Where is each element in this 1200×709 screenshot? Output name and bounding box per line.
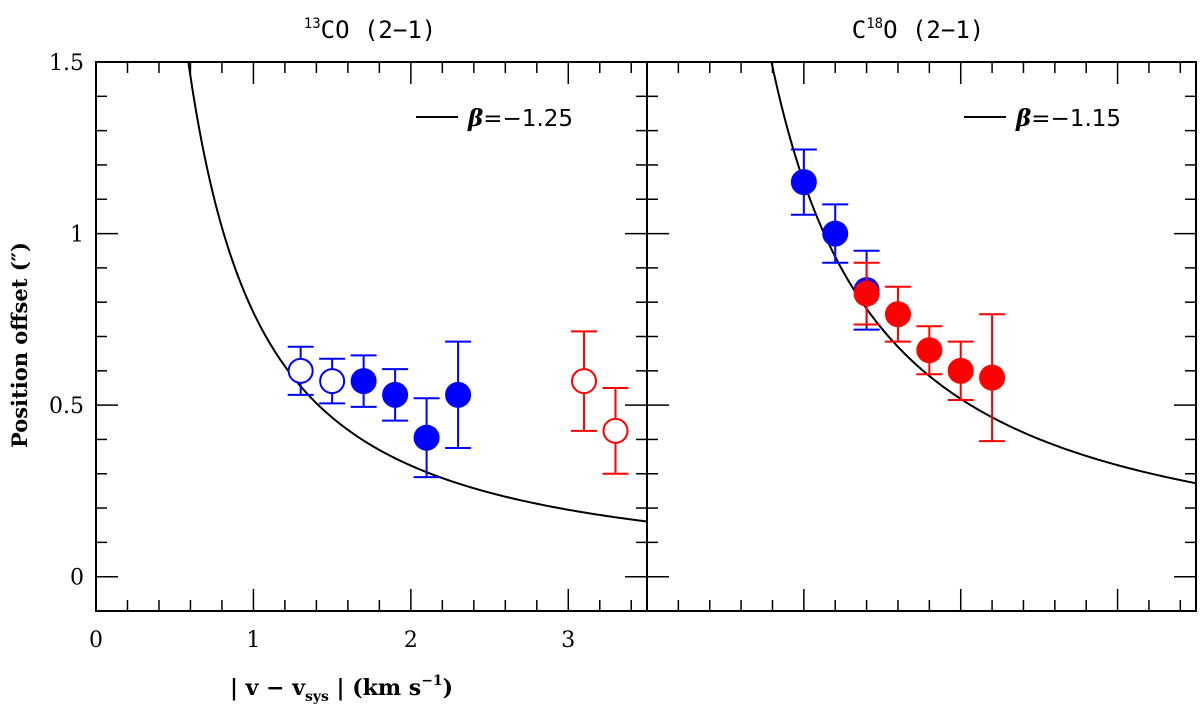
panel-2-model-curve — [770, 61, 1197, 485]
y-axis-label: Position offset (″) — [7, 242, 32, 448]
panel-1-red-point — [602, 417, 629, 444]
panel-1-blue-point — [287, 357, 314, 384]
panel-1-x-tick-label: 0 — [89, 628, 103, 653]
panel-1-frame — [95, 61, 648, 612]
panel-1-legend: β=−1.25 — [416, 105, 573, 132]
panel-2-title-main: O (2−1) — [883, 16, 984, 44]
panel-2-title-sup: 18 — [866, 16, 883, 32]
panel-2-red-point — [884, 301, 911, 328]
panel-1-legend-value: =−1.25 — [483, 106, 573, 132]
y-tick-label: 1 — [70, 223, 84, 248]
x-axis-label: | v − vsys | (km s−1) — [230, 673, 453, 705]
panel-1-x-tick-label: 3 — [561, 628, 575, 653]
plot-layer: 0 1 2 3 0 0.5 1 1.5 — [49, 51, 1197, 653]
panel-1-blue-point — [350, 368, 377, 395]
panel-2-red-point — [853, 280, 880, 307]
y-tick-label: 0 — [70, 566, 84, 591]
x-axis-label-mid: | (km s — [329, 675, 421, 701]
x-axis-label-sub: sys — [305, 689, 329, 705]
x-axis-label-pre: | v − v — [230, 675, 306, 701]
panel-1-blue-point — [413, 424, 440, 451]
panel-2-title: C18O (2−1) — [852, 16, 984, 44]
panel-2-legend-beta: β — [1015, 105, 1031, 132]
panel-2-frame — [646, 61, 1197, 612]
panel-2-legend-value: =−1.15 — [1031, 106, 1121, 132]
x-axis-label-post: ) — [443, 675, 453, 701]
panel-2-legend: β=−1.15 — [964, 105, 1121, 132]
panel-2-blue-point — [790, 169, 817, 196]
panel-1-legend-beta: β — [467, 105, 483, 132]
y-tick-label: 1.5 — [49, 51, 84, 76]
panel-1-model-curve — [187, 61, 648, 523]
panel-1-title: 13CO (2−1) — [304, 16, 436, 44]
y-tick-label: 0.5 — [49, 394, 84, 419]
panel-2-red-point — [916, 337, 943, 364]
x-axis-label-sup: −1 — [421, 673, 442, 689]
panel-1-blue-point — [445, 381, 472, 408]
panel-1-title-sup: 13 — [304, 16, 321, 32]
panel-1-title-main: CO (2−1) — [321, 16, 437, 44]
panel-2-blue-point — [822, 220, 849, 247]
panel-2-red-point — [979, 364, 1006, 391]
panel-1-blue-point — [319, 368, 346, 395]
panel-2-red-point — [947, 357, 974, 384]
panel-1-legend-text: β=−1.25 — [467, 105, 573, 132]
panel-1-x-tick-label: 2 — [404, 628, 418, 653]
panel-1-x-tick-label: 1 — [246, 628, 260, 653]
panel-2-legend-text: β=−1.15 — [1015, 105, 1121, 132]
panel-1-red-point — [571, 368, 598, 395]
panel-2-title-pre: C — [852, 16, 866, 44]
panel-1-blue-point — [382, 381, 409, 408]
